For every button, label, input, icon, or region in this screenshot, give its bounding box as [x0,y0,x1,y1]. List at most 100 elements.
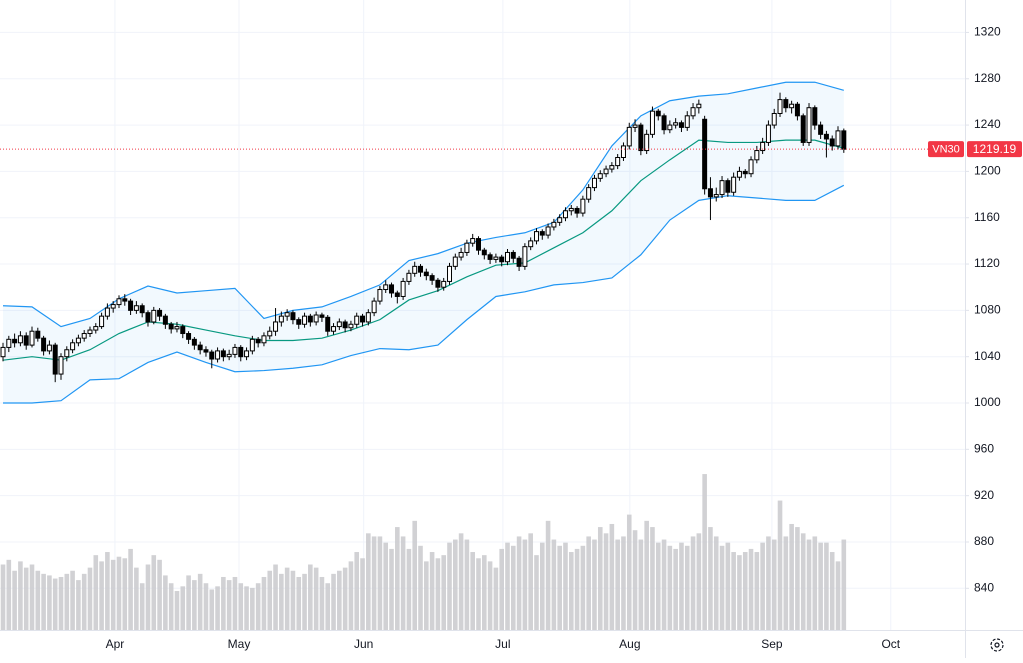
volume-bar [244,586,249,630]
candle-body [215,350,221,360]
candle-body [389,284,395,294]
candle-body [470,238,476,244]
candle-body [273,321,279,332]
candle-body [29,330,35,346]
volume-bar [163,575,168,630]
candle-body [104,307,110,317]
candle-body [168,323,174,330]
volume-bar [505,542,510,630]
x-tick-label: May [228,637,251,651]
y-tick-label: 1040 [974,349,1001,363]
volume-bar [232,576,238,630]
volume-bar [418,545,423,630]
volume-bar [186,575,191,630]
volume-bar [592,539,597,630]
candle-body [412,265,418,274]
volume-bar [841,539,847,630]
volume-bar [644,520,649,630]
candle-body [307,315,313,323]
volume-bar [139,583,145,630]
volume-bar [655,542,661,630]
volume-bar [534,555,539,630]
candle-body [313,314,319,323]
candle-body [261,335,267,344]
volume-bar [650,527,655,630]
volume-bar [64,573,70,630]
volume-bar [192,580,197,630]
candle-body [528,240,534,248]
candle-body [481,249,487,256]
candle-body [620,145,626,158]
settings-gear-core[interactable] [994,642,1000,648]
settings-gear[interactable] [990,638,1004,652]
volume-bar [41,573,46,630]
volume-bar [690,536,696,630]
volume-bar [783,536,789,630]
candle-body [128,300,134,311]
symbol-label-bg [928,141,964,158]
volume-bar [626,514,632,630]
volume-bar [800,533,806,630]
candle-body [661,115,667,131]
candle-body [713,194,719,198]
candle-body [406,272,412,282]
volume-bar [424,561,429,630]
candle-body [319,314,325,318]
candle-body [12,338,18,344]
volume-bar [52,578,58,630]
volume-bar [157,559,162,630]
candle-body [220,350,226,358]
volume-bar [284,567,290,630]
candle-body [70,342,76,351]
volume-bar [742,552,748,630]
candle-body [6,338,12,348]
volume-bar [371,536,377,630]
settings-button[interactable] [990,638,1004,652]
candle-body [267,330,273,337]
volume-bar [12,570,17,630]
volume-bar [551,539,557,630]
volume-bar [116,556,122,630]
candle-body [400,280,406,297]
candle-body [841,130,847,150]
volume-bar [215,586,220,630]
candle-body [690,107,696,117]
volume-bar [58,576,64,630]
y-tick-label: 1160 [974,210,1000,224]
band-upper-line [2,81,844,328]
candle-body [580,198,586,214]
candle-body [678,122,684,128]
volume-bar [760,542,765,630]
volume-bar [105,552,110,630]
volume-bar [296,576,302,630]
y-tick-label: 960 [974,442,994,456]
y-tick-label: 1320 [974,25,1001,39]
candle-body [0,346,6,358]
candle-body [667,124,673,131]
candle-body [591,177,597,189]
candle-body [673,122,679,126]
candle-body [255,338,261,344]
volume-bar [464,539,470,630]
volume-bar [586,536,591,630]
volume-bar [696,533,702,630]
volume-bar [673,548,678,630]
volume-bar [545,520,551,630]
candle-body [574,207,580,214]
volume-bar [453,539,458,630]
candle-body [423,271,429,277]
x-tick-label: Apr [106,637,125,651]
volume-bar [76,580,81,630]
volume-bar [609,523,615,630]
band-lower-line [3,184,845,404]
candle-body [110,304,116,309]
volume-bar [6,559,12,630]
volume-bar [713,536,719,630]
volume-bar [684,545,690,630]
candle-body [360,315,366,323]
candle-body [238,346,244,358]
volume-bar [203,583,209,630]
volume-bar [603,533,609,630]
volume-bar [255,583,261,630]
